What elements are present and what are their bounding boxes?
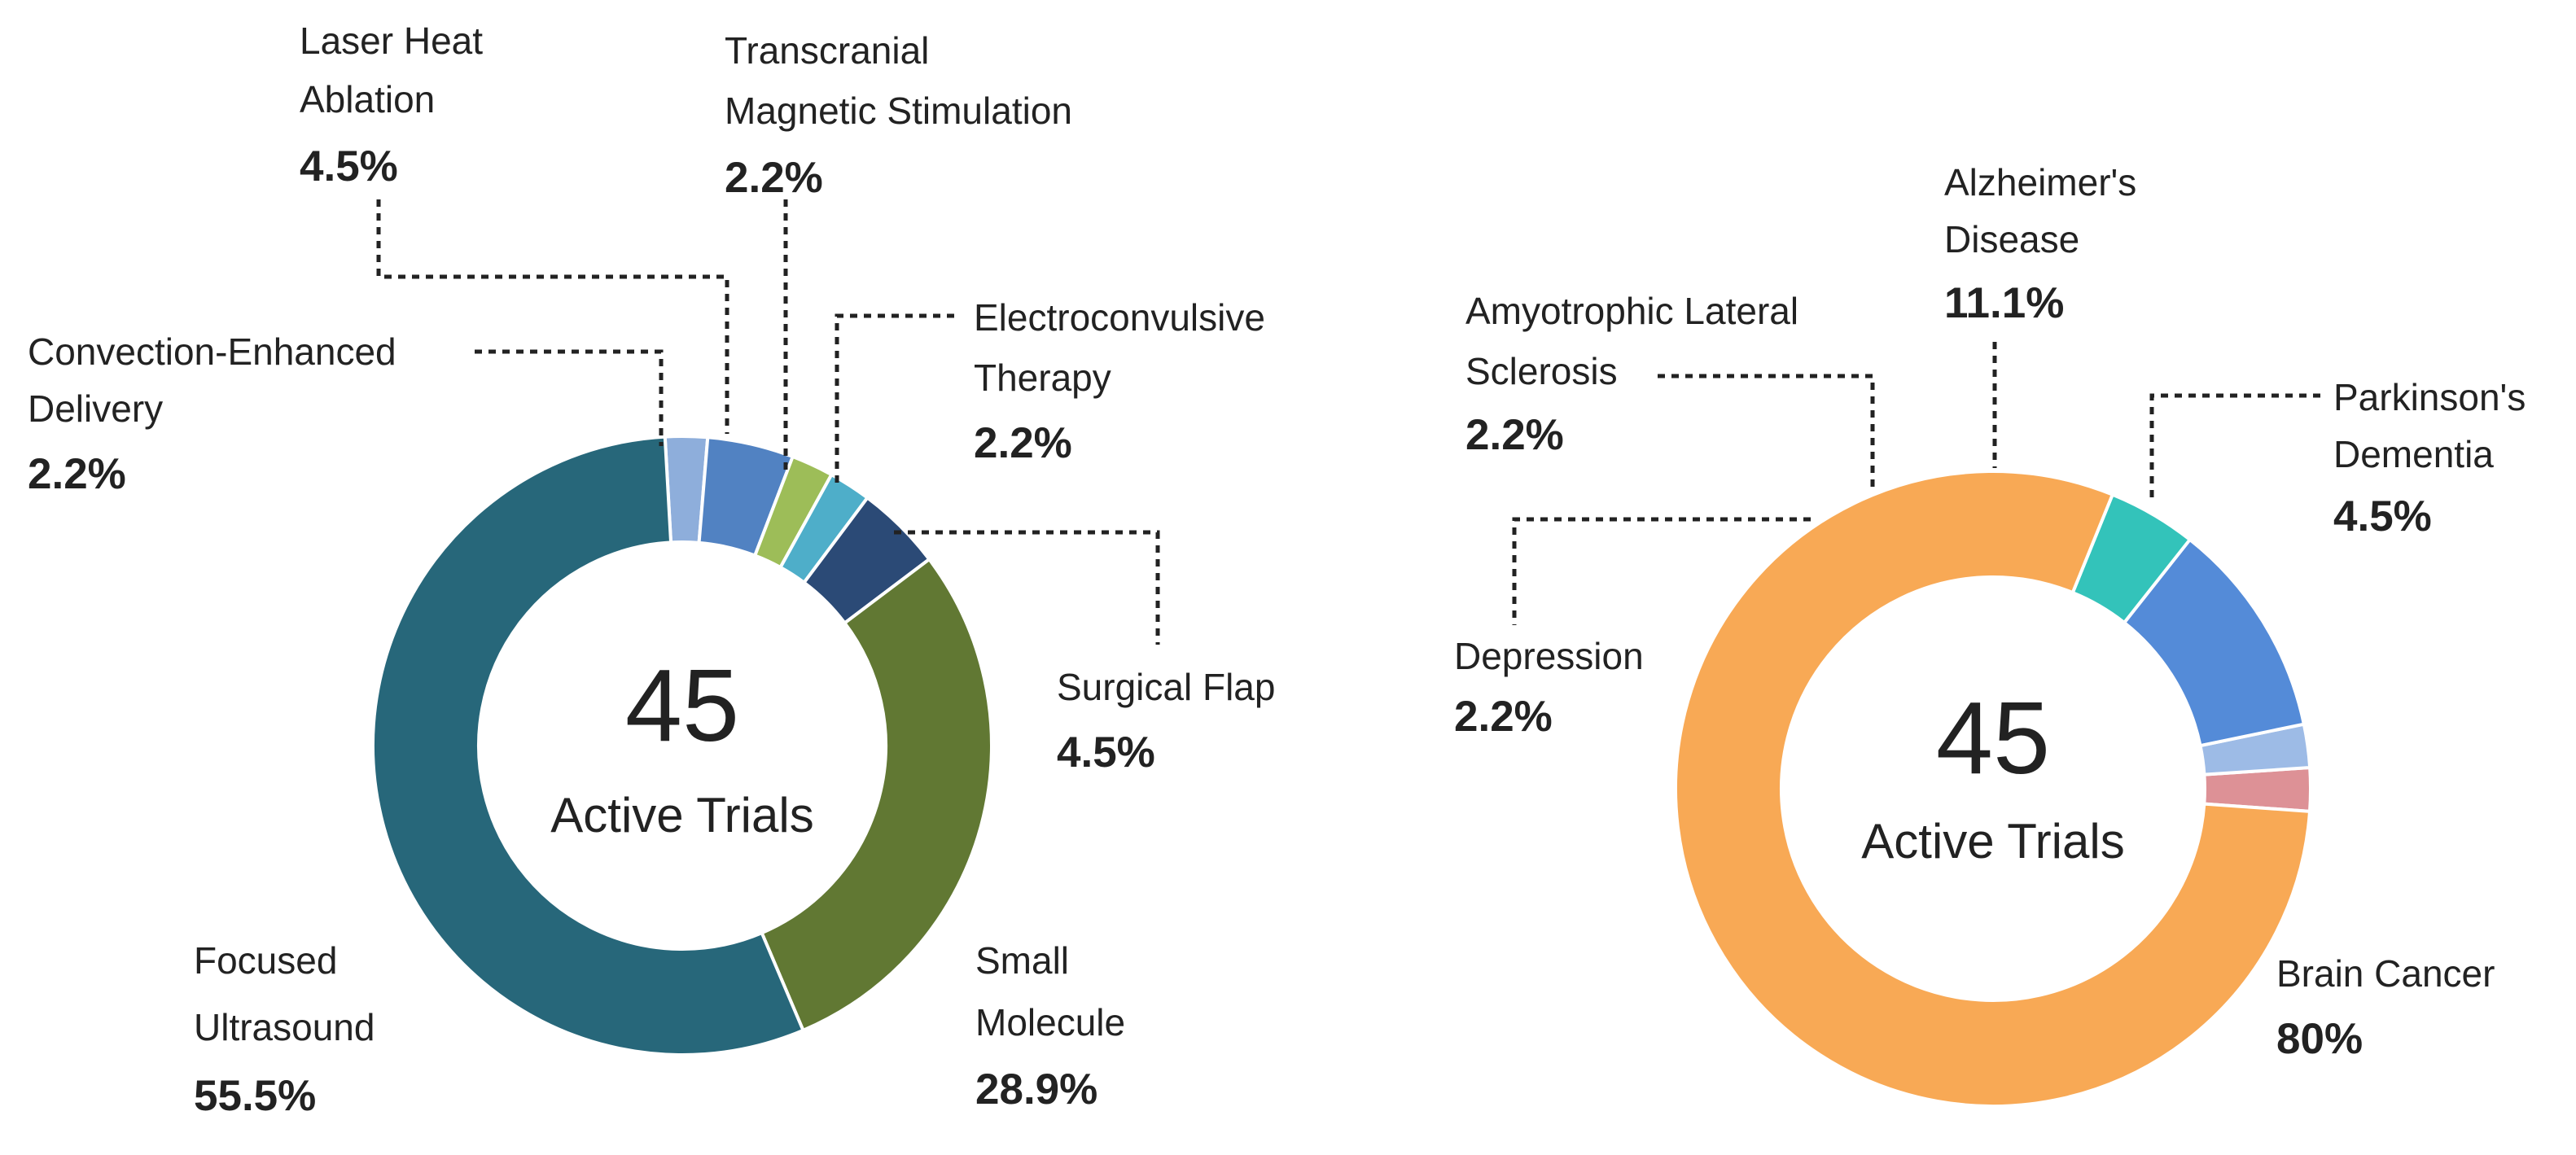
slice-label-line: Therapy: [974, 357, 1111, 399]
slice-label-focused-ultrasound: Focused Ultrasound 55.5%: [194, 939, 375, 1120]
donut-slice-focused-ultrasound: [371, 435, 806, 1057]
slice-percent: 4.5%: [1057, 728, 1155, 777]
slice-label-line: Amyotrophic Lateral: [1465, 290, 1798, 332]
slice-label-line: Depression: [1454, 635, 1644, 677]
slice-label-line: Brain Cancer: [2276, 952, 2495, 995]
slice-label-line: Disease: [1944, 218, 2079, 260]
center-caption: Active Trials: [550, 788, 813, 842]
donut-slices: [1674, 470, 2312, 1108]
slice-percent: 2.2%: [28, 450, 126, 498]
donut-slice-brain-cancer: [1674, 470, 2312, 1108]
slice-label-brain-cancer: Brain Cancer 80%: [2276, 952, 2495, 1063]
slice-label-line: Laser Heat: [300, 20, 483, 62]
leader-line-parkinsons: [2149, 393, 2320, 501]
slice-percent: 2.2%: [725, 154, 823, 202]
slice-label-surgical-flap: Surgical Flap 4.5%: [1057, 666, 1275, 777]
leader-lines: [376, 199, 1160, 645]
slice-label-line: Parkinson's: [2333, 376, 2526, 418]
slice-label-line: Small: [975, 939, 1069, 982]
slice-label-line: Electroconvulsive: [974, 296, 1265, 339]
leader-line-electroconvulsive: [835, 313, 954, 487]
donut-slice-parkinson-s-dementia: [2070, 492, 2193, 625]
donut-slices: [371, 435, 993, 1057]
slice-label-depression: Depression 2.2%: [1454, 635, 1644, 741]
slice-label-convection-enhanced-delivery: Convection-Enhanced Delivery 2.2%: [28, 330, 396, 498]
slice-label-line: Molecule: [975, 1001, 1125, 1043]
slice-label-amyotrophic-lateral-sclerosis: Amyotrophic Lateral Sclerosis 2.2%: [1465, 290, 1798, 459]
slice-percent: 28.9%: [975, 1065, 1097, 1113]
slice-label-line: Ultrasound: [194, 1006, 375, 1048]
slice-percent: 4.5%: [300, 142, 398, 190]
slice-label-parkinsons-dementia: Parkinson's Dementia 4.5%: [2333, 376, 2526, 540]
slice-label-small-molecule: Small Molecule 28.9%: [975, 939, 1125, 1113]
slice-percent: 55.5%: [194, 1072, 316, 1120]
slice-label-laser-heat-ablation: Laser Heat Ablation 4.5%: [300, 20, 483, 190]
leader-line-convection: [475, 349, 664, 446]
slice-label-line: Magnetic Stimulation: [725, 90, 1072, 132]
slice-label-line: Ablation: [300, 78, 435, 120]
donut-slice-alzheimer-s-disease: [2122, 537, 2307, 748]
slice-percent: 11.1%: [1944, 279, 2064, 327]
slice-label-line: Surgical Flap: [1057, 666, 1275, 708]
center-count: 45: [1936, 680, 2050, 795]
slice-percent: 2.2%: [1454, 693, 1553, 741]
slice-label-line: Focused: [194, 939, 337, 982]
donut-slice-small-molecule: [760, 557, 993, 1033]
slice-label-line: Sclerosis: [1465, 350, 1618, 392]
slice-percent: 4.5%: [2333, 492, 2432, 540]
leader-line-laser: [376, 199, 729, 434]
slice-percent: 2.2%: [974, 419, 1072, 467]
slice-label-transcranial-magnetic-stimulation: Transcranial Magnetic Stimulation 2.2%: [725, 29, 1072, 202]
slice-label-line: Delivery: [28, 387, 163, 430]
slice-label-line: Transcranial: [725, 29, 929, 72]
donut-chart-conditions: 45 Active Trials Depression 2.2% Amyotro…: [1454, 161, 2526, 1108]
donut-chart-treatments: 45 Active Trials Convection-Enhanced Del…: [28, 20, 1275, 1120]
slice-label-line: Convection-Enhanced: [28, 330, 396, 373]
donut-slice-amyotrophic-lateral-sclerosis: [2198, 722, 2312, 777]
leader-lines: [1512, 342, 2320, 625]
leader-line-depression: [1512, 517, 1811, 625]
center-count: 45: [625, 648, 739, 763]
slice-label-line: Alzheimer's: [1944, 161, 2136, 203]
slice-label-alzheimers-disease: Alzheimer's Disease 11.1%: [1944, 161, 2136, 327]
leader-line-surgical-flap: [894, 530, 1160, 645]
slice-percent: 80%: [2276, 1015, 2363, 1063]
slice-percent: 2.2%: [1465, 411, 1564, 459]
center-caption: Active Trials: [1861, 814, 2124, 868]
leader-line-als: [1658, 374, 1875, 490]
slice-label-line: Dementia: [2333, 433, 2494, 475]
slice-label-electroconvulsive-therapy: Electroconvulsive Therapy 2.2%: [974, 296, 1265, 467]
